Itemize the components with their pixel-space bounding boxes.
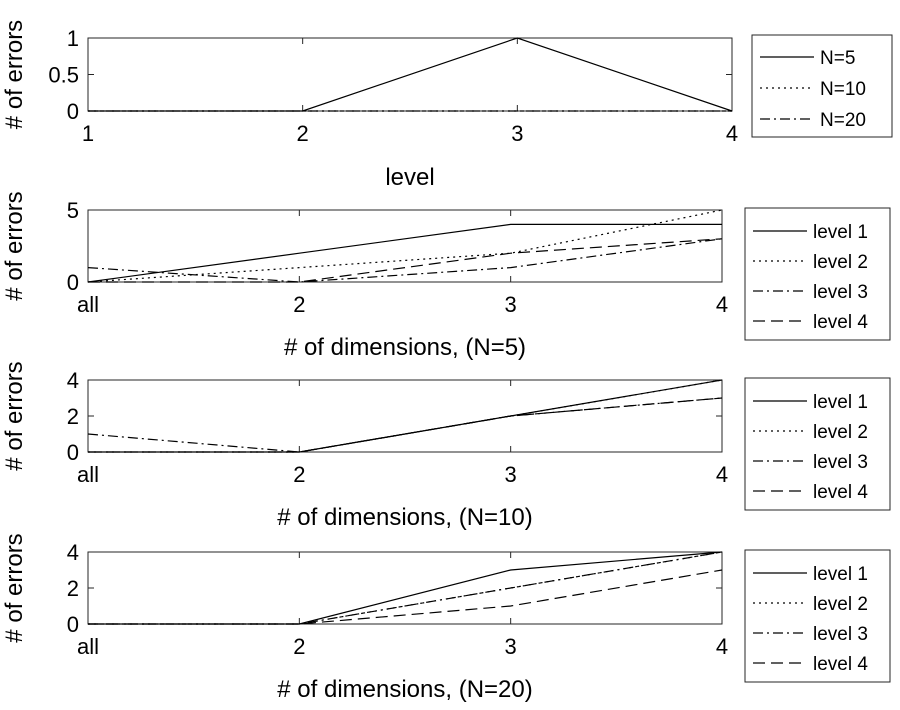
legend-entry-1: level 1 (813, 392, 868, 413)
series-line-2 (87, 209, 723, 283)
x-axis-label: # of dimensions, (N=10) (277, 504, 532, 531)
x-tick-label: 3 (505, 634, 517, 659)
legend-entry-2: level 2 (813, 422, 868, 443)
y-tick-label: 0 (67, 612, 79, 637)
x-tick-label: 2 (293, 462, 305, 487)
y-tick-label: 2 (67, 576, 79, 601)
series-line-4 (88, 238, 723, 283)
legend: level 1 level 2 level 3 level 4 (744, 549, 891, 683)
x-tick-label: all (77, 462, 99, 487)
legend: N=5 N=10 N=20 (751, 34, 893, 138)
y-axis-label: # of errors (1, 361, 28, 470)
y-tick-label: 5 (67, 198, 79, 223)
legend-entry-2: N=10 (820, 79, 866, 100)
series-line-4 (88, 569, 723, 625)
series-line-1 (88, 551, 723, 625)
legend: level 1 level 2 level 3 level 4 (744, 377, 891, 511)
x-tick-label: 2 (297, 121, 309, 146)
series-line-3 (87, 238, 723, 283)
y-axis-label: # of errors (1, 533, 28, 642)
x-tick-label: 3 (505, 462, 517, 487)
legend: level 1 level 2 level 3 level 4 (744, 207, 891, 341)
x-tick-label: 1 (82, 121, 94, 146)
x-axis-label: level (385, 164, 434, 191)
axes-box (87, 379, 723, 453)
y-tick-label: 1 (67, 26, 79, 51)
x-tick-label: 3 (505, 292, 517, 317)
x-axis-label: # of dimensions, (N=5) (284, 334, 526, 361)
chart-panel-4: all 2 3 4 0 2 4 # of dimensions, (N=20) # of err… (1, 533, 891, 703)
series-line-1 (87, 223, 722, 283)
legend-entry-3: N=20 (820, 110, 866, 131)
legend-entry-2: level 2 (813, 594, 868, 615)
y-tick-label: 4 (67, 368, 79, 393)
axes-box (87, 209, 723, 283)
x-tick-label: 4 (716, 634, 728, 659)
legend-entry-1: N=5 (820, 48, 855, 69)
series-line-2 (88, 551, 723, 625)
series-line-4 (88, 397, 723, 453)
legend-box (744, 207, 891, 341)
legend-entry-4: level 4 (813, 482, 868, 503)
y-axis-label: # of errors (1, 20, 28, 129)
x-tick-label: 4 (726, 121, 738, 146)
y-tick-label: 0 (67, 99, 79, 124)
legend-entry-3: level 3 (813, 624, 868, 645)
series-line-3 (87, 397, 723, 453)
y-tick-label: 0 (67, 440, 79, 465)
y-tick-label: 0 (67, 270, 79, 295)
x-tick-label: 2 (293, 634, 305, 659)
series-line-1 (88, 37, 733, 112)
series-line-2 (88, 379, 723, 453)
legend-box (744, 377, 891, 511)
legend-box (744, 549, 891, 683)
x-tick-label: 4 (716, 462, 728, 487)
series-line-3 (88, 551, 723, 625)
y-tick-label: 0.5 (48, 63, 79, 88)
y-axis-label: # of errors (1, 191, 28, 300)
x-tick-label: 2 (293, 292, 305, 317)
x-tick-label: 4 (716, 292, 728, 317)
chart-panel-2: all 2 3 4 0 5 # of dimensions, (N=5) # of error… (1, 191, 891, 361)
legend-entry-1: level 1 (813, 564, 868, 585)
legend-entry-4: level 4 (813, 654, 868, 675)
legend-box (751, 34, 893, 138)
legend-entry-2: level 2 (813, 252, 868, 273)
legend-entry-3: level 3 (813, 282, 868, 303)
legend-entry-3: level 3 (813, 452, 868, 473)
chart-panel-3: all 2 3 4 0 2 4 # of dimensions, (N=10) # of err… (1, 361, 891, 531)
series-line-1 (88, 379, 723, 453)
x-axis-label: # of dimensions, (N=20) (277, 676, 532, 703)
chart-panel-1: 1 2 3 4 0 0.5 1 level # of errors N=5 N=10 N=20 (1, 20, 893, 191)
y-tick-label: 2 (67, 404, 79, 429)
x-tick-label: all (77, 292, 99, 317)
x-tick-label: 3 (511, 121, 523, 146)
axes-box (87, 551, 723, 625)
legend-entry-1: level 1 (813, 222, 868, 243)
x-tick-label: all (77, 634, 99, 659)
legend-entry-4: level 4 (813, 312, 868, 333)
y-tick-label: 4 (67, 540, 79, 565)
